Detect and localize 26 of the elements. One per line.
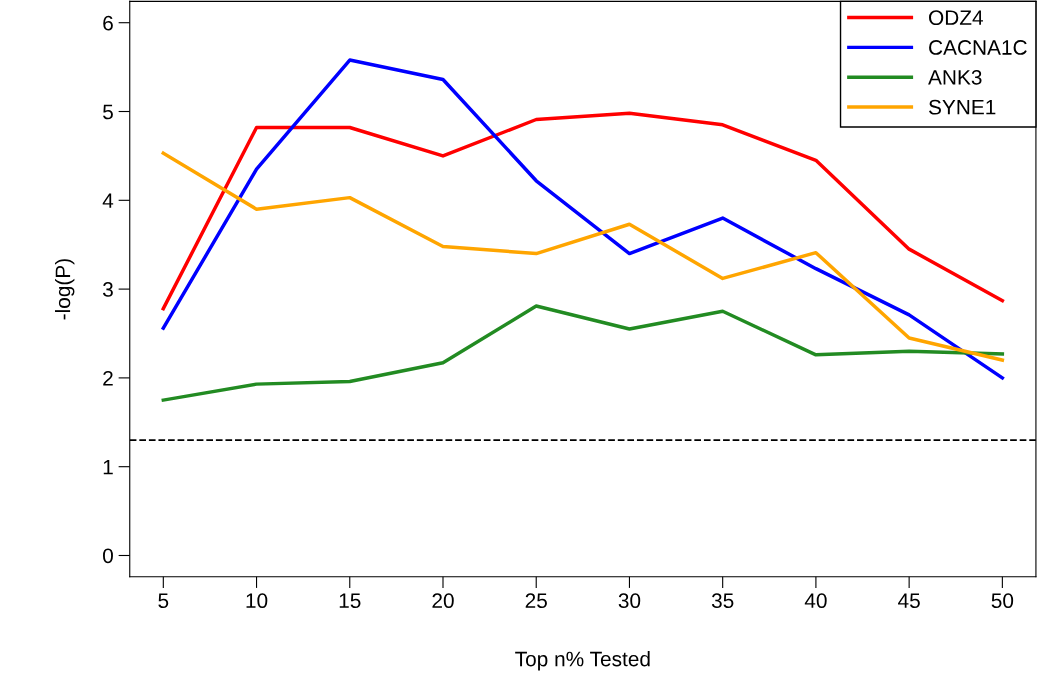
x-tick-label: 15 bbox=[339, 593, 361, 609]
x-tick-label: 20 bbox=[432, 593, 454, 609]
x-tick-label: 25 bbox=[525, 593, 547, 609]
y-tick-label: 1 bbox=[103, 459, 113, 475]
y-tick-label: 2 bbox=[103, 370, 113, 386]
y-tick-label: 3 bbox=[102, 282, 113, 297]
y-tick-label: 6 bbox=[103, 15, 113, 31]
legend-label: ANK3 bbox=[928, 69, 982, 85]
line-series bbox=[161, 58, 1005, 380]
legend-label: CACNA1C bbox=[929, 40, 1027, 55]
legend-label: SYNE1 bbox=[928, 99, 996, 115]
x-tick-label: 10 bbox=[246, 593, 268, 609]
x-axis-title: Top n% Tested bbox=[515, 651, 650, 671]
legend-label: ODZ4 bbox=[929, 10, 983, 26]
x-tick-label: 50 bbox=[991, 593, 1014, 609]
x-tick-label: 30 bbox=[618, 593, 641, 609]
y-tick-label: 5 bbox=[103, 104, 113, 120]
x-tick-label: 35 bbox=[711, 593, 734, 609]
x-tick-label: 45 bbox=[898, 593, 920, 609]
line-series bbox=[161, 304, 1005, 402]
y-tick-label: 0 bbox=[103, 548, 113, 564]
line-series bbox=[161, 151, 1005, 362]
x-tick-label: 40 bbox=[804, 593, 827, 609]
y-axis-title: -log(P) bbox=[54, 259, 75, 320]
y-tick-label: 4 bbox=[102, 193, 114, 208]
x-tick-label: 5 bbox=[158, 593, 169, 609]
